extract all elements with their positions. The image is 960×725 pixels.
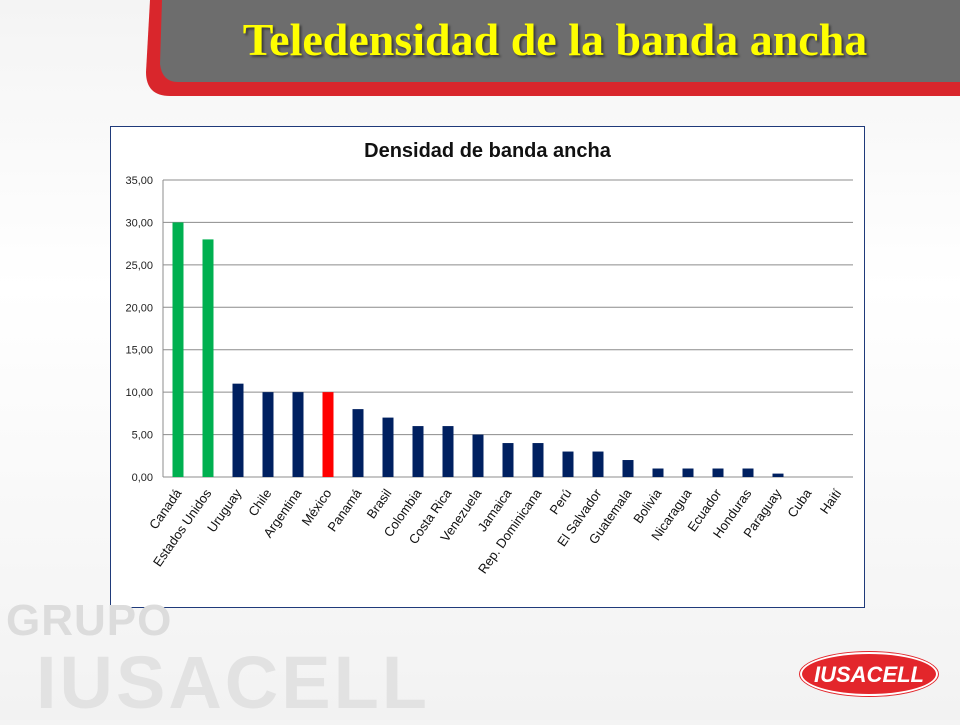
bar [292, 392, 304, 477]
bar [532, 443, 544, 477]
watermark-grupo: GRUPO [6, 596, 173, 645]
y-tick-label: 25,00 [125, 260, 153, 272]
y-tick-label: 15,00 [125, 345, 153, 357]
bar [742, 468, 754, 477]
watermark-iusacell: IUSACELL [36, 641, 430, 724]
slide-title: Teledensidad de la banda ancha [242, 14, 868, 65]
x-tick-label: Chile [245, 486, 274, 519]
y-tick-label: 35,00 [125, 175, 153, 187]
chart-frame [110, 126, 865, 608]
x-tick-label: Haití [817, 486, 845, 517]
header-banner [146, 0, 960, 96]
bar [772, 473, 784, 477]
y-tick-label: 30,00 [125, 217, 153, 229]
y-tick-label: 10,00 [125, 387, 153, 399]
bar [622, 460, 634, 477]
bar [412, 426, 424, 477]
bar [472, 434, 484, 477]
chart-bars [172, 222, 784, 477]
header-gray-band [160, 0, 960, 82]
bar [202, 239, 214, 477]
bar [442, 426, 454, 477]
bar [352, 409, 364, 477]
bar [652, 468, 664, 477]
logo-text: IUSACELL [814, 662, 924, 687]
bar [682, 468, 694, 477]
y-tick-label: 0,00 [132, 472, 153, 484]
chart-title: Densidad de banda ancha [364, 140, 611, 162]
x-tick-label: Brasil [364, 486, 395, 521]
y-tick-label: 20,00 [125, 302, 153, 314]
bar [322, 392, 334, 477]
bar [592, 451, 604, 477]
bar [562, 451, 574, 477]
bar [172, 222, 184, 477]
bar [382, 417, 394, 477]
y-tick-label: 5,00 [132, 430, 153, 442]
x-tick-label: Perú [546, 486, 574, 517]
bar [262, 392, 274, 477]
iusacell-logo: IUSACELL [800, 652, 938, 696]
y-axis-ticks: 0,00 5,00 10,00 15,00 20,00 25,00 30,00 35,00 [125, 175, 153, 484]
bar [712, 468, 724, 477]
bar [502, 443, 514, 477]
x-tick-label: Cuba [784, 485, 815, 520]
bar [232, 383, 244, 477]
